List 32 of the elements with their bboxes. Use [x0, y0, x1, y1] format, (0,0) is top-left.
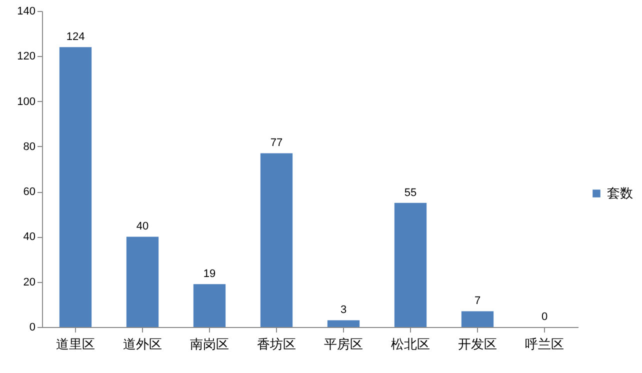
bar: [59, 47, 92, 327]
x-tick-label: 呼兰区: [525, 336, 564, 352]
y-tick-label: 80: [23, 140, 36, 153]
y-tick-label: 120: [17, 50, 36, 63]
x-tick-label: 松北区: [391, 336, 430, 352]
data-label: 3: [340, 304, 347, 316]
data-label: 0: [541, 311, 548, 323]
data-label: 19: [203, 268, 216, 280]
x-tick-label: 道里区: [56, 336, 95, 352]
x-tick-label: 香坊区: [257, 336, 296, 352]
data-label: 77: [270, 137, 283, 150]
y-tick-label: 100: [17, 96, 36, 108]
x-tick-label: 开发区: [458, 336, 497, 352]
data-label: 7: [474, 295, 481, 308]
data-label: 124: [66, 31, 85, 44]
bar: [461, 311, 494, 327]
y-tick-label: 60: [23, 186, 36, 198]
y-tick-label: 140: [17, 6, 36, 18]
bar: [193, 284, 226, 327]
x-tick-label: 南岗区: [190, 336, 229, 352]
data-label: 40: [136, 220, 149, 233]
y-tick-label: 0: [29, 322, 36, 334]
bar: [126, 236, 159, 327]
x-tick-label: 道外区: [123, 336, 162, 352]
bar: [394, 202, 427, 327]
data-label: 55: [404, 186, 417, 199]
x-tick-label: 平房区: [324, 336, 363, 352]
y-tick-label: 20: [23, 276, 36, 288]
bar: [327, 320, 360, 327]
bar: [260, 153, 293, 327]
y-tick-label: 40: [23, 231, 36, 244]
legend-label: 套数: [607, 186, 633, 200]
